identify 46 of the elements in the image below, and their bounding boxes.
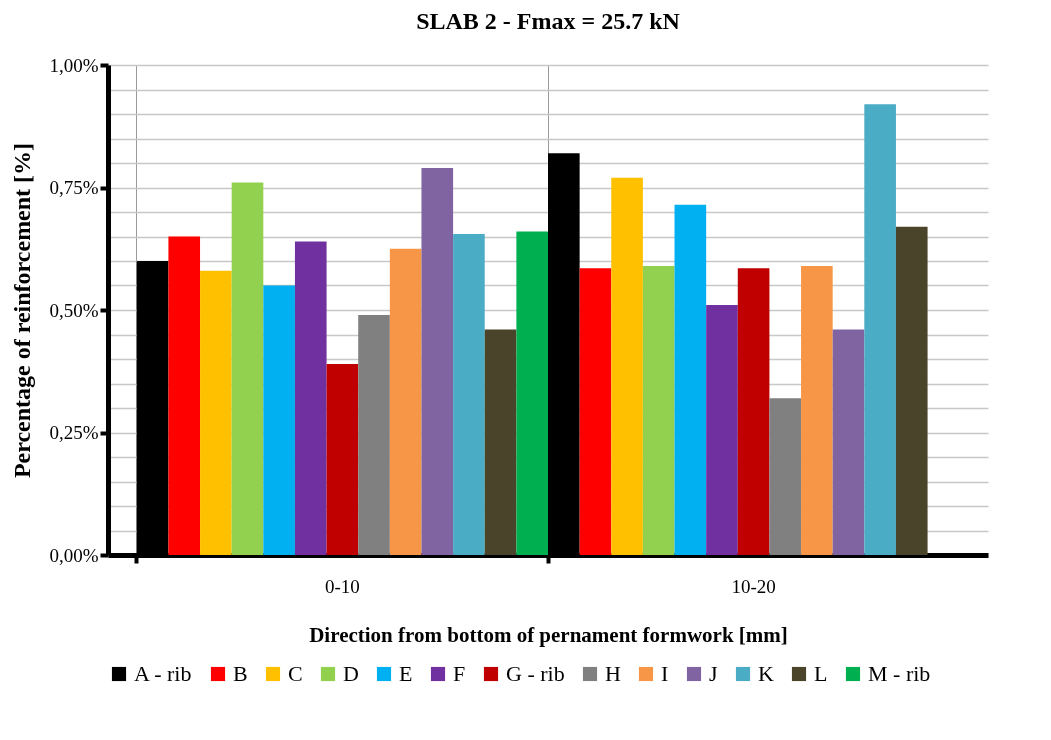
legend-label: D bbox=[343, 661, 359, 686]
bar bbox=[611, 177, 643, 555]
legend-label: C bbox=[288, 661, 303, 686]
bar bbox=[294, 241, 327, 555]
bar bbox=[326, 363, 359, 555]
legend-label: M - rib bbox=[868, 661, 931, 686]
bar bbox=[421, 167, 454, 555]
bar bbox=[864, 104, 896, 555]
bar bbox=[358, 314, 390, 555]
bar bbox=[642, 265, 675, 555]
bar bbox=[769, 398, 802, 555]
bar bbox=[263, 285, 295, 555]
bar bbox=[706, 305, 738, 555]
bar bbox=[200, 270, 232, 555]
bar bbox=[832, 329, 865, 555]
y-tick-label: 0,50% bbox=[49, 299, 99, 321]
y-tick-label: 1,00% bbox=[49, 54, 99, 76]
bar bbox=[484, 329, 517, 555]
y-tick-label: 0,75% bbox=[49, 177, 99, 198]
bar bbox=[389, 248, 422, 555]
legend-label: J bbox=[709, 661, 718, 686]
y-tick-label: 0,25% bbox=[49, 422, 99, 443]
bar bbox=[579, 268, 612, 555]
chart-title: SLAB 2 - Fmax = 25.7 kN bbox=[416, 8, 681, 34]
y-tick-label: 0,00% bbox=[49, 544, 99, 566]
legend-label: E bbox=[399, 661, 413, 686]
legend-label: F bbox=[453, 661, 466, 686]
legend-label: A - rib bbox=[134, 661, 192, 686]
x-tick-label: 0-10 bbox=[324, 575, 360, 597]
legend-label: G - rib bbox=[506, 661, 565, 686]
x-axis-title: Direction from bottom of pernament formwork [mm] bbox=[309, 622, 788, 647]
bar bbox=[737, 268, 770, 555]
bar bbox=[895, 226, 928, 555]
y-axis-title: Percentage of reinforcement [%] bbox=[9, 142, 36, 479]
legend-label: K bbox=[758, 661, 774, 686]
legend-label: I bbox=[661, 661, 669, 686]
bar bbox=[168, 236, 201, 555]
bar bbox=[674, 204, 707, 555]
legend-label: L bbox=[814, 661, 828, 686]
bar bbox=[516, 231, 548, 555]
legend-label: B bbox=[233, 661, 248, 686]
bar bbox=[453, 234, 485, 555]
bar bbox=[801, 265, 833, 555]
legend-label: H bbox=[605, 661, 621, 686]
bar bbox=[231, 182, 264, 555]
x-tick-label: 10-20 bbox=[731, 575, 776, 597]
